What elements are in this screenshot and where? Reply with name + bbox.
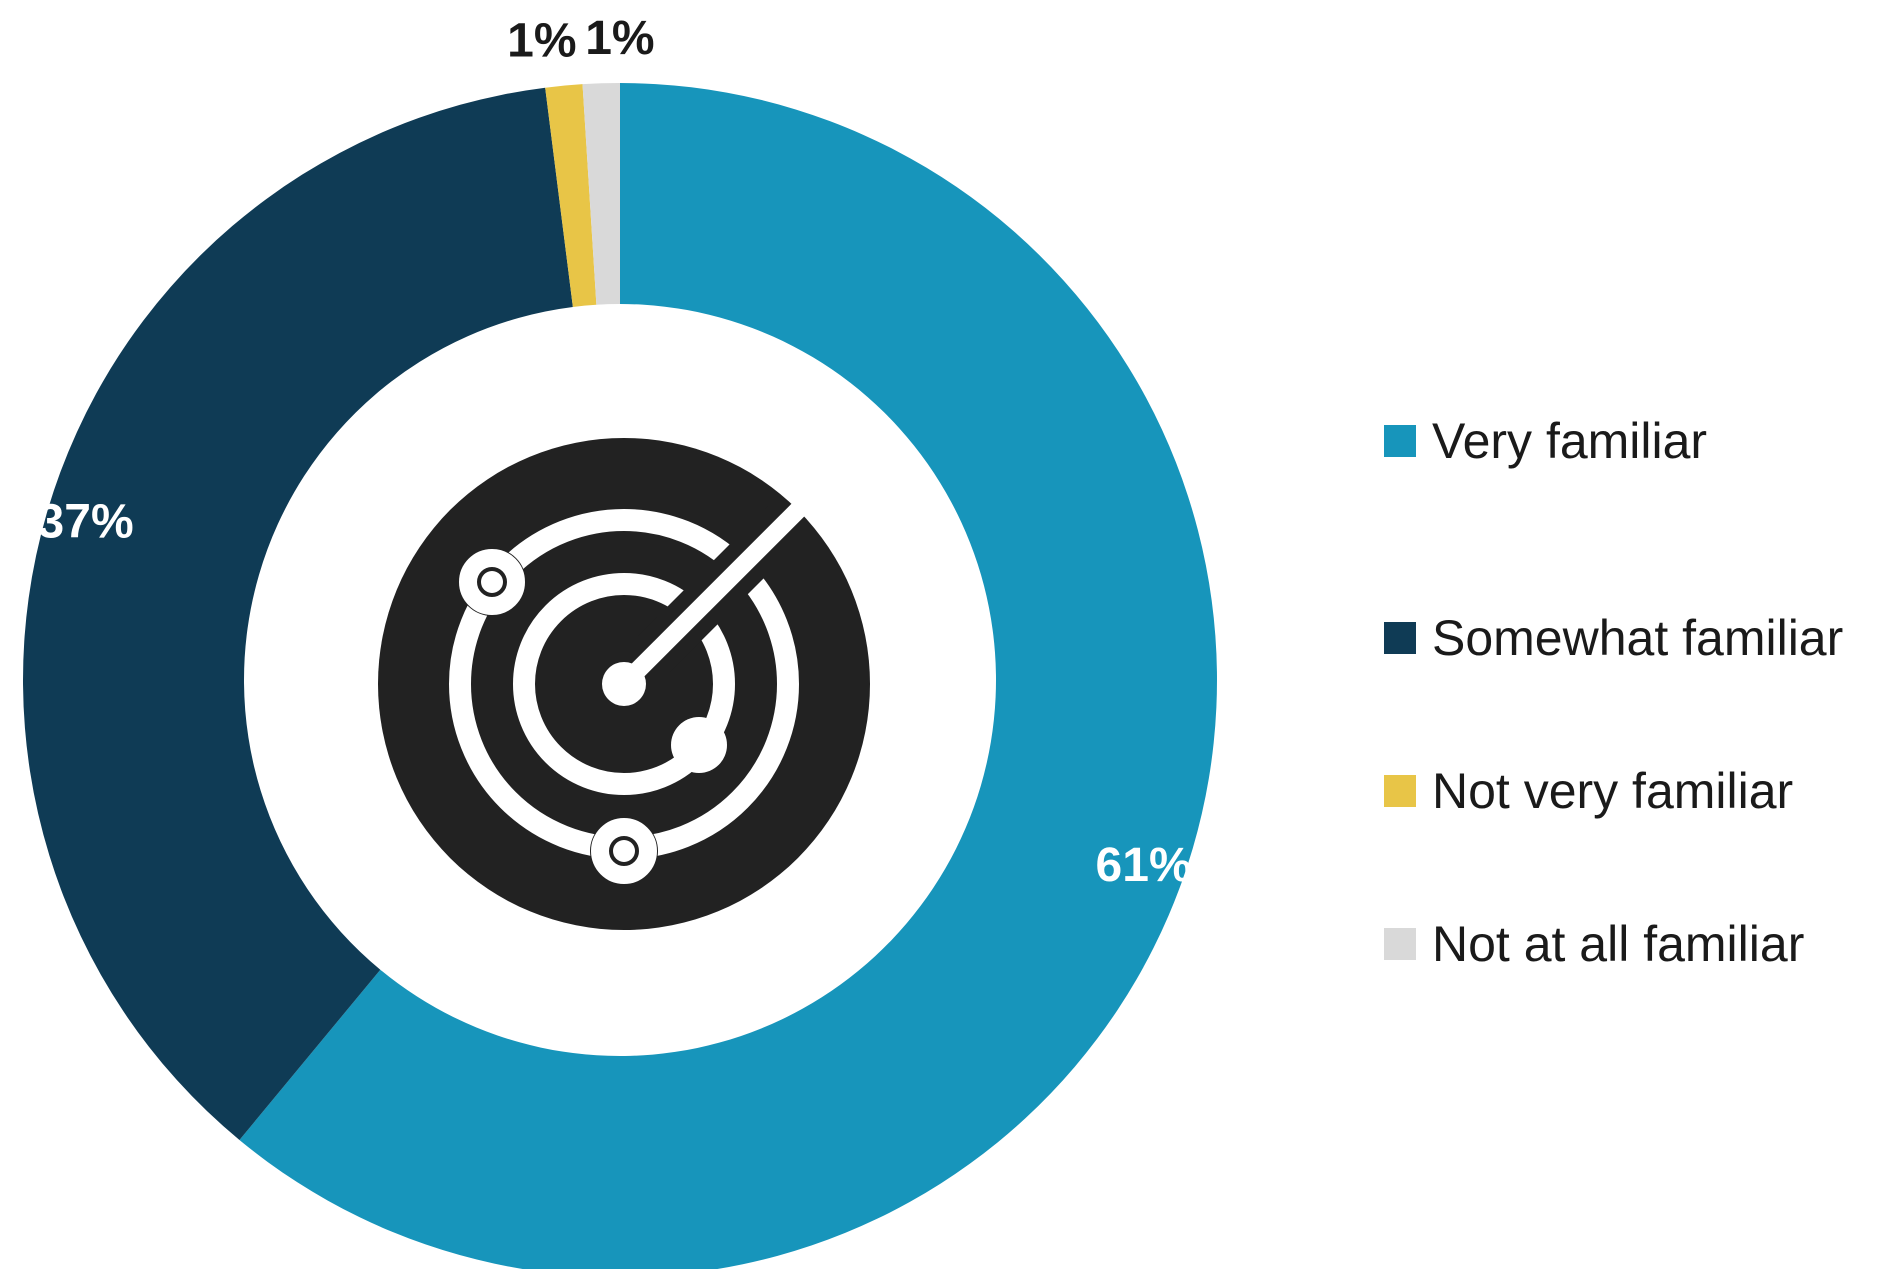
legend-label: Not very familiar (1432, 762, 1794, 819)
legend-swatch (1384, 927, 1416, 960)
slice-value-label: 37% (38, 495, 134, 548)
slice-group (22, 83, 1217, 1269)
slice-not-at-all-familiar (582, 83, 620, 305)
legend-item-not-at-all-familiar: Not at all familiar (1384, 867, 1843, 1020)
slice-value-label: 1% (507, 15, 576, 68)
slice-very-familiar (239, 83, 1217, 1269)
legend-label: Not at all familiar (1432, 915, 1805, 972)
legend-swatch (1384, 424, 1416, 457)
legend-swatch (1384, 774, 1416, 807)
slice-value-label: 61% (1096, 839, 1192, 892)
legend-label: Very familiar (1432, 412, 1708, 469)
slice-value-label: 1% (585, 12, 654, 65)
slice-not-very-familiar (545, 84, 597, 307)
legend: Very familiar Somewhat familiar Not very… (1384, 408, 1843, 1020)
slice-somewhat-familiar (22, 87, 573, 1140)
radar-icon (378, 438, 870, 930)
legend-item-not-very-familiar: Not very familiar (1384, 714, 1843, 867)
legend-item-somewhat-familiar: Somewhat familiar (1384, 561, 1843, 714)
legend-label: Somewhat familiar (1432, 609, 1844, 666)
slice-label-group: 61% 37% 1% 1% (38, 12, 1192, 892)
legend-swatch (1384, 621, 1416, 654)
legend-item-very-familiar: Very familiar (1384, 408, 1843, 473)
